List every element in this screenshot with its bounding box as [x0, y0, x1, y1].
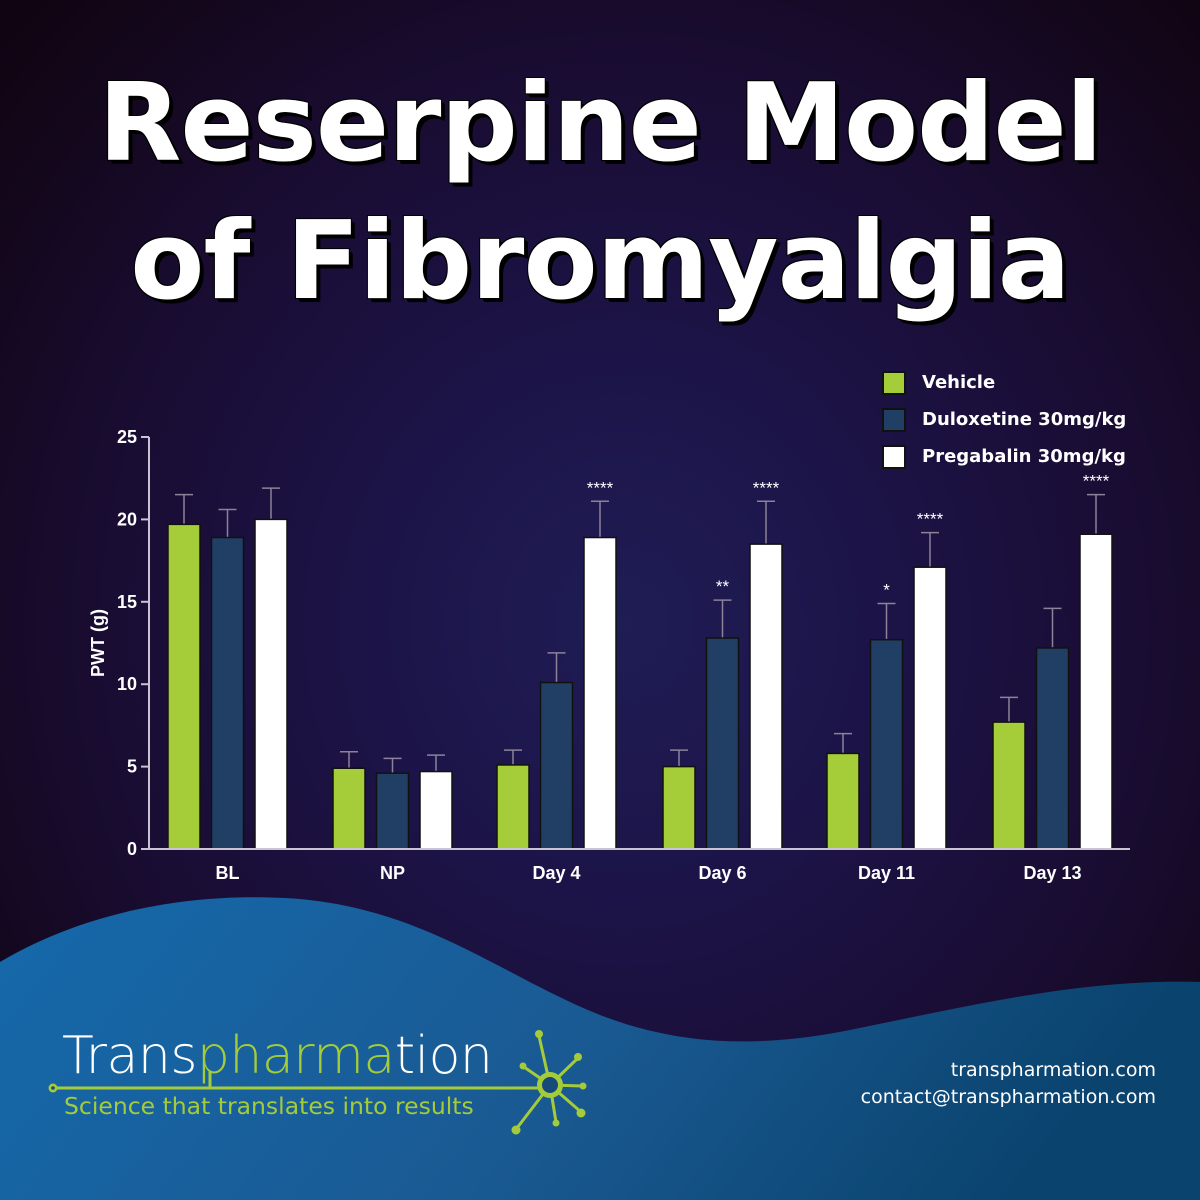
y-tick-label: 0 — [127, 839, 137, 859]
bar — [583, 536, 617, 850]
y-tick-label: 10 — [117, 674, 137, 694]
y-tick-label: 25 — [117, 427, 137, 447]
y-axis-label: PWT (g) — [88, 609, 108, 677]
significance-marker: ** — [716, 577, 730, 596]
chart-legend: Vehicle Duloxetine 30mg/kg Pregabalin 30… — [882, 364, 1126, 475]
neuron-logo-icon — [48, 1030, 587, 1135]
chart-bars: ******************* — [167, 472, 1113, 850]
email-link[interactable]: contact@transpharmation.com — [860, 1086, 1156, 1108]
legend-label: Pregabalin 30mg/kg — [922, 446, 1126, 467]
logo-part-pharma: pharma — [196, 1026, 395, 1086]
bar — [332, 767, 366, 850]
bar — [992, 721, 1026, 850]
website-link[interactable]: transpharmation.com — [950, 1059, 1156, 1081]
company-logo-text: Transpharmation — [62, 1026, 493, 1086]
title-line-2: of Fibromyalgia — [130, 199, 1070, 324]
bar — [539, 681, 574, 850]
legend-item-pregabalin: Pregabalin 30mg/kg — [882, 438, 1126, 475]
legend-swatch-pregabalin — [882, 444, 906, 469]
bar — [749, 543, 783, 850]
x-tick-label: BL — [216, 863, 240, 883]
significance-marker: **** — [753, 478, 780, 497]
bar — [869, 638, 904, 850]
logo-part-tion: tion — [394, 1026, 493, 1086]
x-tick-label: Day 11 — [858, 863, 915, 883]
legend-item-vehicle: Vehicle — [882, 364, 1126, 401]
bar — [375, 772, 410, 850]
bar — [496, 764, 530, 850]
bar-chart: ******************* BL NP Day 4 Day 6 Day 11… — [88, 427, 1130, 883]
x-tick-label: Day 4 — [532, 863, 580, 883]
legend-swatch-vehicle — [882, 370, 906, 395]
significance-marker: **** — [1083, 472, 1110, 491]
company-tagline: Science that translates into results — [64, 1092, 474, 1120]
y-tick-label: 15 — [117, 592, 137, 612]
legend-label: Duloxetine 30mg/kg — [922, 409, 1127, 430]
logo-part-trans: Trans — [62, 1026, 197, 1086]
bar — [254, 518, 288, 850]
significance-marker: **** — [917, 510, 944, 529]
title-line-1: Reserpine Model — [98, 61, 1103, 186]
x-tick-label: Day 13 — [1023, 863, 1081, 883]
significance-marker: * — [883, 580, 890, 599]
x-tick-label: NP — [380, 863, 405, 883]
legend-label: Vehicle — [922, 372, 996, 393]
y-tick-label: 20 — [117, 509, 137, 529]
bar — [913, 566, 947, 850]
y-tick-label: 5 — [127, 757, 137, 777]
bar — [662, 765, 696, 850]
bar — [167, 523, 201, 850]
bar — [826, 752, 860, 850]
legend-item-duloxetine: Duloxetine 30mg/kg — [882, 401, 1126, 438]
bar — [419, 770, 453, 850]
bar — [1079, 533, 1113, 850]
footer-wave — [0, 897, 1200, 1200]
chart-axes: BL NP Day 4 Day 6 Day 11 Day 13 0 5 10 15 20 25 — [117, 427, 1130, 883]
legend-swatch-duloxetine — [882, 407, 906, 432]
x-tick-label: Day 6 — [698, 863, 746, 883]
bar — [210, 536, 245, 850]
significance-marker: **** — [587, 478, 614, 497]
bar — [705, 637, 740, 850]
bar — [1035, 647, 1070, 850]
